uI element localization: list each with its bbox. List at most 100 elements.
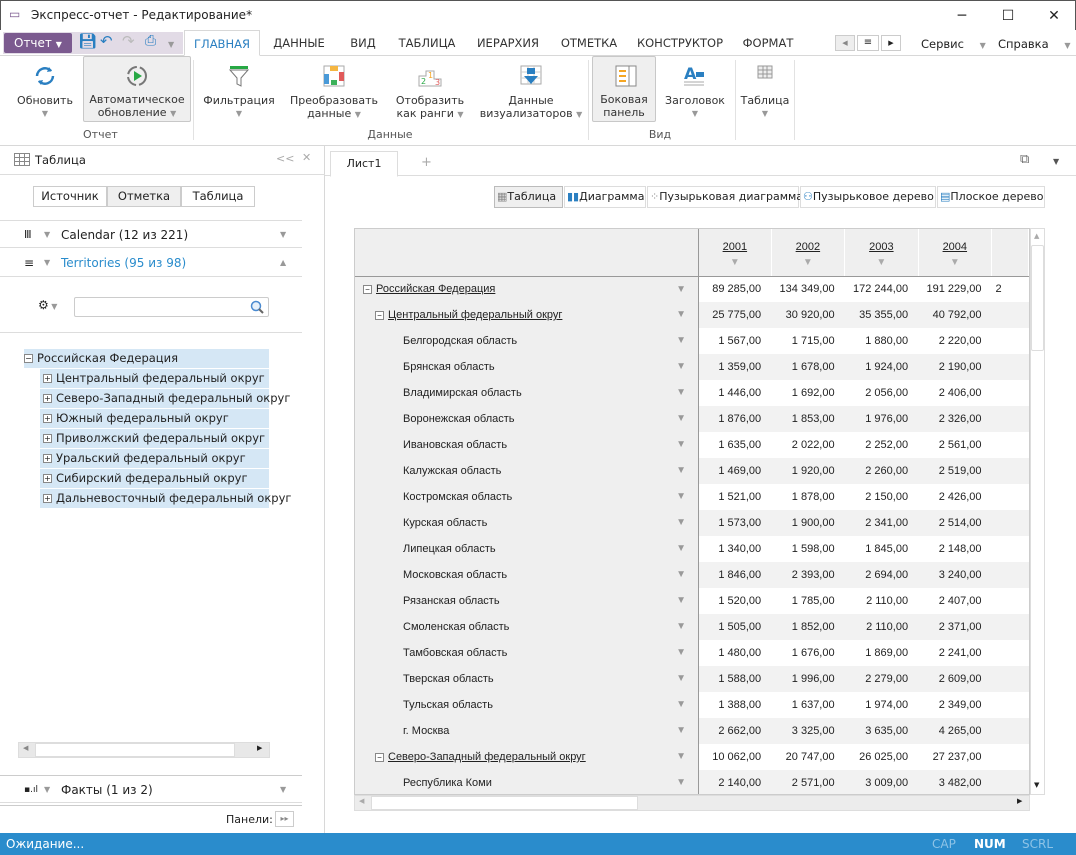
table-cell[interactable]: 2 110,00 xyxy=(844,614,919,640)
tree-node[interactable]: + Центральный федеральный округ xyxy=(40,369,269,388)
table-cell[interactable]: 1 924,00 xyxy=(844,354,919,380)
table-cell[interactable]: 1 598,00 xyxy=(771,536,845,562)
segment-table[interactable]: Таблица xyxy=(181,186,255,207)
filter-icon[interactable]: ▼ xyxy=(676,387,687,398)
table-cell[interactable]: 1 505,00 xyxy=(698,614,772,640)
table-cell[interactable] xyxy=(991,614,1029,640)
collapse-row-icon[interactable]: − xyxy=(363,284,372,294)
table-cell[interactable] xyxy=(991,328,1029,354)
table-cell[interactable]: 2 260,00 xyxy=(844,458,919,484)
table-cell[interactable] xyxy=(991,562,1029,588)
scrollbar-thumb[interactable] xyxy=(1031,245,1044,351)
table-cell[interactable]: 1 520,00 xyxy=(698,588,772,614)
table-cell[interactable]: 25 775,00 xyxy=(698,302,772,328)
table-cell[interactable]: 1 678,00 xyxy=(771,354,845,380)
redo-icon[interactable]: ↷ xyxy=(122,32,135,50)
filter-icon[interactable]: ▼ xyxy=(676,465,687,476)
column-header[interactable] xyxy=(991,229,1029,277)
table-cell[interactable]: 1 852,00 xyxy=(771,614,845,640)
table-cell[interactable]: 2 694,00 xyxy=(844,562,919,588)
report-menu-button[interactable]: Отчет ▼ xyxy=(4,33,72,53)
close-button[interactable]: ✕ xyxy=(1048,8,1060,24)
filter-icon[interactable]: ▼ xyxy=(676,283,687,295)
table-cell[interactable]: 2 056,00 xyxy=(844,380,919,406)
filter-icon[interactable]: ▼ xyxy=(802,257,813,268)
table-cell[interactable]: 2 220,00 xyxy=(918,328,992,354)
tab-hierarchy[interactable]: ИЕРАРХИЯ xyxy=(476,36,540,50)
table-cell[interactable]: 1 573,00 xyxy=(698,510,772,536)
side-panel-button[interactable]: Боковая панель xyxy=(592,56,656,122)
filter-icon[interactable]: ▼ xyxy=(676,543,687,554)
row-header[interactable]: Курская область ▼ xyxy=(355,510,700,536)
filter-icon[interactable]: ▼ xyxy=(729,257,740,268)
filter-icon[interactable]: ▼ xyxy=(676,595,687,606)
segment-source[interactable]: Источник xyxy=(33,186,107,207)
transform-data-button[interactable]: Преобразовать данные ▼ xyxy=(287,62,381,121)
table-cell[interactable] xyxy=(991,354,1029,380)
table-cell[interactable]: 1 521,00 xyxy=(698,484,772,510)
table-cell[interactable]: 3 009,00 xyxy=(844,770,919,794)
table-vertical-scrollbar[interactable]: ▲ ▼ xyxy=(1030,228,1045,795)
collapse-node-icon[interactable]: − xyxy=(24,354,33,363)
row-header[interactable]: Рязанская область ▼ xyxy=(355,588,700,614)
collapse-panel-button[interactable]: << xyxy=(276,152,295,165)
row-header[interactable]: Ивановская область ▼ xyxy=(355,432,700,458)
table-cell[interactable]: 2 426,00 xyxy=(918,484,992,510)
table-cell[interactable]: 1 588,00 xyxy=(698,666,772,692)
table-cell[interactable]: 2 407,00 xyxy=(918,588,992,614)
expand-node-icon[interactable]: + xyxy=(43,454,52,463)
table-cell[interactable]: 2 341,00 xyxy=(844,510,919,536)
scrollbar-thumb[interactable] xyxy=(35,743,235,757)
table-cell[interactable]: 4 265,00 xyxy=(918,718,992,744)
row-header[interactable]: Костромская область ▼ xyxy=(355,484,700,510)
undo-icon[interactable]: ↶ xyxy=(100,32,113,50)
sheet-tab[interactable]: Лист1 xyxy=(330,151,398,177)
table-cell[interactable]: 1 676,00 xyxy=(771,640,845,666)
table-cell[interactable]: 1 359,00 xyxy=(698,354,772,380)
view-flat-tree-button[interactable]: ▤Плоское дерево xyxy=(937,186,1045,208)
table-cell[interactable]: 3 482,00 xyxy=(918,770,992,794)
search-icon[interactable] xyxy=(250,300,264,314)
table-cell[interactable] xyxy=(991,640,1029,666)
add-sheet-button[interactable]: + xyxy=(421,155,432,170)
filter-icon[interactable]: ▼ xyxy=(676,413,687,424)
collapse-row-icon[interactable]: − xyxy=(375,752,384,762)
table-cell[interactable]: 20 747,00 xyxy=(771,744,845,770)
table-cell[interactable]: 1 996,00 xyxy=(771,666,845,692)
table-cell[interactable]: 2 140,00 xyxy=(698,770,772,794)
table-cell[interactable]: 1 920,00 xyxy=(771,458,845,484)
table-cell[interactable]: 1 846,00 xyxy=(698,562,772,588)
table-cell[interactable] xyxy=(991,666,1029,692)
scrollbar-thumb[interactable] xyxy=(371,796,638,810)
table-cell[interactable]: 1 446,00 xyxy=(698,380,772,406)
tab-format[interactable]: ФОРМАТ xyxy=(742,36,794,50)
column-header[interactable]: 2001 ▼ xyxy=(698,229,772,277)
tree-node[interactable]: + Дальневосточный федеральный округ xyxy=(40,489,291,508)
table-cell[interactable]: 2 571,00 xyxy=(771,770,845,794)
table-cell[interactable]: 3 635,00 xyxy=(844,718,919,744)
table-cell[interactable] xyxy=(991,406,1029,432)
service-menu[interactable]: Сервис ▼ xyxy=(921,37,986,51)
table-cell[interactable]: 1 635,00 xyxy=(698,432,772,458)
row-header[interactable]: Воронежская область ▼ xyxy=(355,406,700,432)
chevron-down-icon[interactable]: ▼ xyxy=(44,258,51,267)
table-cell[interactable]: 2 022,00 xyxy=(771,432,845,458)
table-cell[interactable]: 2 xyxy=(991,276,1029,302)
table-cell[interactable]: 3 240,00 xyxy=(918,562,992,588)
tree-node[interactable]: + Северо-Западный федеральный округ xyxy=(40,389,290,408)
filter-icon[interactable]: ▼ xyxy=(676,309,687,320)
table-cell[interactable] xyxy=(991,302,1029,328)
table-cell[interactable]: 1 785,00 xyxy=(771,588,845,614)
table-cell[interactable] xyxy=(991,432,1029,458)
expand-node-icon[interactable]: + xyxy=(43,394,52,403)
table-cell[interactable]: 3 325,00 xyxy=(771,718,845,744)
table-cell[interactable] xyxy=(991,458,1029,484)
filter-icon[interactable]: ▼ xyxy=(676,517,687,528)
table-cell[interactable]: 2 514,00 xyxy=(918,510,992,536)
table-cell[interactable]: 2 406,00 xyxy=(918,380,992,406)
filter-icon[interactable]: ▼ xyxy=(676,751,687,762)
tab-table[interactable]: ТАБЛИЦА xyxy=(398,36,456,50)
dimension-facts[interactable]: ▪︎.ıl ▼ Факты (1 из 2) ▼ xyxy=(0,775,302,803)
collapse-row-icon[interactable]: − xyxy=(375,310,384,320)
